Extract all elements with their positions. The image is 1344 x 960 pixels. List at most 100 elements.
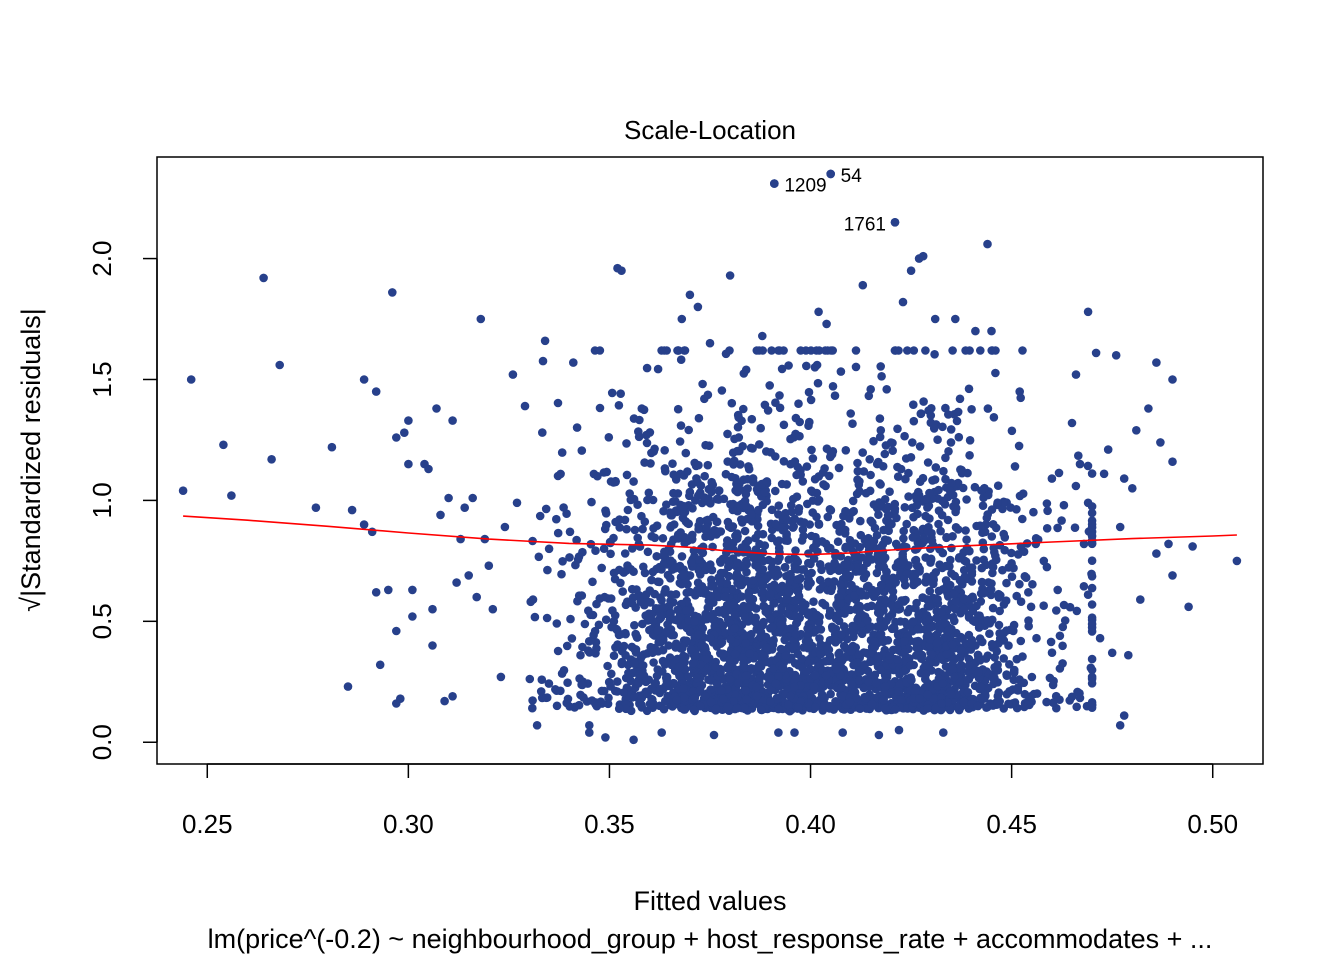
data-point (687, 558, 696, 567)
data-point (993, 699, 1003, 708)
data-point (1028, 580, 1037, 589)
data-point (804, 558, 813, 568)
data-point (675, 671, 684, 681)
data-point (1027, 672, 1037, 682)
data-point (708, 480, 718, 490)
data-point (869, 500, 879, 509)
data-point (802, 462, 812, 471)
data-point (767, 346, 776, 355)
data-point (543, 565, 552, 575)
data-point (959, 594, 968, 604)
data-point (676, 469, 685, 479)
data-point (739, 404, 748, 414)
data-point (790, 564, 800, 574)
data-point (556, 469, 565, 479)
data-point (931, 703, 941, 713)
data-point (1042, 499, 1052, 508)
data-point (657, 728, 666, 737)
data-point (643, 689, 652, 699)
data-point (880, 553, 890, 562)
data-point (1006, 625, 1015, 635)
data-point (591, 546, 600, 555)
data-point (859, 467, 869, 476)
data-point (562, 641, 572, 651)
data-point (771, 679, 781, 688)
data-point (870, 637, 879, 646)
data-point (883, 511, 893, 520)
data-point (512, 498, 522, 508)
data-point (972, 556, 981, 565)
data-point (641, 677, 651, 687)
data-point (1059, 600, 1069, 610)
data-point (579, 693, 588, 702)
data-point (677, 314, 687, 324)
data-point (639, 562, 648, 572)
data-point (977, 563, 987, 573)
data-point (1087, 583, 1097, 593)
data-point (847, 626, 856, 636)
data-point (803, 582, 813, 591)
data-point (707, 582, 716, 591)
data-point (656, 684, 666, 694)
data-point (794, 399, 803, 409)
data-point (780, 635, 789, 645)
data-point (1051, 691, 1061, 701)
data-point (711, 704, 721, 713)
data-point (998, 504, 1007, 514)
data-point (915, 477, 925, 487)
data-point (680, 346, 689, 355)
data-point (500, 522, 510, 532)
data-point (837, 683, 846, 692)
data-point (1055, 631, 1065, 641)
data-point (805, 689, 815, 699)
data-point (853, 466, 863, 476)
data-point (971, 326, 980, 336)
y-tick-label: 0.0 (87, 724, 117, 760)
data-point (602, 520, 611, 530)
data-point (1087, 654, 1097, 664)
data-point (985, 629, 994, 638)
data-point (343, 682, 353, 691)
data-point (753, 663, 763, 672)
data-point (723, 429, 732, 439)
data-point (741, 639, 750, 648)
data-point (612, 624, 621, 634)
data-point (738, 442, 747, 451)
data-point (476, 314, 486, 324)
data-point (783, 536, 792, 545)
data-point (995, 634, 1005, 643)
data-point (963, 688, 973, 697)
data-point (624, 668, 633, 678)
data-point (601, 615, 611, 624)
data-point (975, 656, 985, 665)
data-point (752, 691, 762, 701)
data-point (584, 637, 594, 646)
data-point (875, 609, 885, 618)
data-point (791, 629, 800, 639)
data-point (782, 480, 791, 489)
data-point (955, 394, 965, 404)
data-point (965, 451, 974, 460)
data-point (980, 527, 990, 537)
data-point (592, 701, 602, 711)
data-point (578, 547, 587, 557)
data-point (927, 650, 937, 659)
data-point (666, 609, 675, 618)
data-point (895, 680, 905, 690)
data-point (371, 387, 381, 396)
data-point (592, 644, 601, 653)
data-point (595, 403, 605, 413)
data-point (400, 428, 409, 438)
data-point (894, 687, 903, 696)
data-point (894, 600, 903, 609)
data-point (914, 610, 923, 620)
data-points: 1209 54 1761 (178, 166, 1242, 745)
data-point (847, 508, 857, 517)
data-point (909, 416, 919, 426)
data-point (807, 445, 816, 455)
data-point (859, 573, 869, 583)
data-point (993, 691, 1003, 701)
data-point (855, 704, 865, 713)
data-point (834, 566, 844, 575)
data-point (623, 505, 633, 515)
